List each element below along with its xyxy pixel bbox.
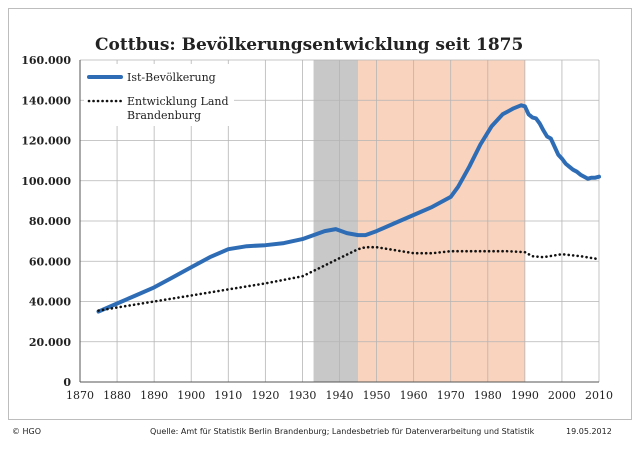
legend-label-ist-bevoelkerung: Ist-Bevölkerung bbox=[127, 71, 216, 84]
y-tick-label: 120.000 bbox=[21, 135, 71, 148]
y-tick-label: 160.000 bbox=[21, 54, 71, 67]
y-tick-label: 60.000 bbox=[29, 255, 71, 268]
y-tick-label: 140.000 bbox=[21, 94, 71, 107]
x-tick-label: 1890 bbox=[140, 389, 168, 402]
y-tick-label: 100.000 bbox=[21, 175, 71, 188]
legend-label-land-brandenburg: Entwicklung Land Brandenburg bbox=[127, 95, 229, 122]
source-note: Quelle: Amt für Statistik Berlin Branden… bbox=[150, 427, 535, 436]
copyright-note: © HGO bbox=[12, 427, 42, 436]
chart-title: Cottbus: Bevölkerungsentwicklung seit 18… bbox=[95, 35, 523, 55]
series-line-ist-bevoelkerung bbox=[96, 103, 601, 314]
date-note: 19.05.2012 bbox=[566, 427, 612, 436]
legend-box bbox=[84, 64, 234, 126]
x-tick-label: 1940 bbox=[326, 389, 354, 402]
x-tick-label: 1990 bbox=[511, 389, 539, 402]
x-tick-label: 1960 bbox=[400, 389, 428, 402]
x-tick-label: 1970 bbox=[437, 389, 465, 402]
x-tick-label: 1920 bbox=[251, 389, 279, 402]
x-tick-label: 2010 bbox=[585, 389, 613, 402]
x-tick-label: 1930 bbox=[288, 389, 316, 402]
x-tick-label: 1870 bbox=[66, 389, 94, 402]
x-tick-label: 1980 bbox=[474, 389, 502, 402]
x-tick-label: 1900 bbox=[177, 389, 205, 402]
y-tick-label: 40.000 bbox=[29, 296, 71, 309]
y-tick-label: 80.000 bbox=[29, 215, 71, 228]
x-tick-label: 1950 bbox=[363, 389, 391, 402]
x-tick-label: 1880 bbox=[103, 389, 131, 402]
series-line-land-brandenburg bbox=[97, 245, 601, 312]
y-tick-label: 20.000 bbox=[29, 336, 71, 349]
x-tick-label: 1910 bbox=[214, 389, 242, 402]
x-tick-label: 2000 bbox=[548, 389, 576, 402]
y-tick-label: 0 bbox=[63, 376, 71, 389]
